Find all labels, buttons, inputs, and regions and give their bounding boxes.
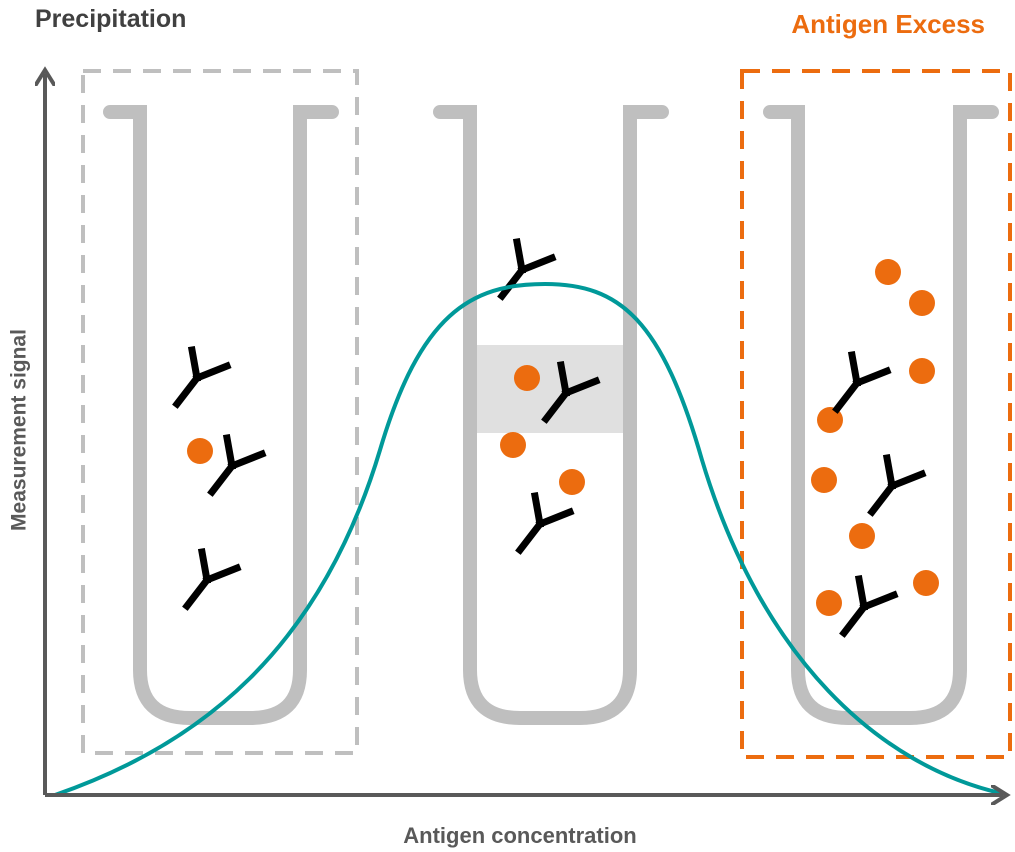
y-axis-label: Measurement signal [8, 329, 31, 531]
right-title: Antigen Excess [791, 9, 985, 39]
x-axis-label: Antigen concentration [403, 823, 636, 848]
tube [770, 112, 992, 718]
excess-box [742, 71, 1010, 757]
precipitation-box [83, 71, 357, 753]
tube [110, 112, 332, 718]
page: Precipitation Antigen Excess [0, 0, 1015, 852]
title: Precipitation [35, 5, 186, 33]
antibodies [177, 242, 922, 633]
diagram: Precipitation Antigen Excess [0, 0, 1015, 852]
